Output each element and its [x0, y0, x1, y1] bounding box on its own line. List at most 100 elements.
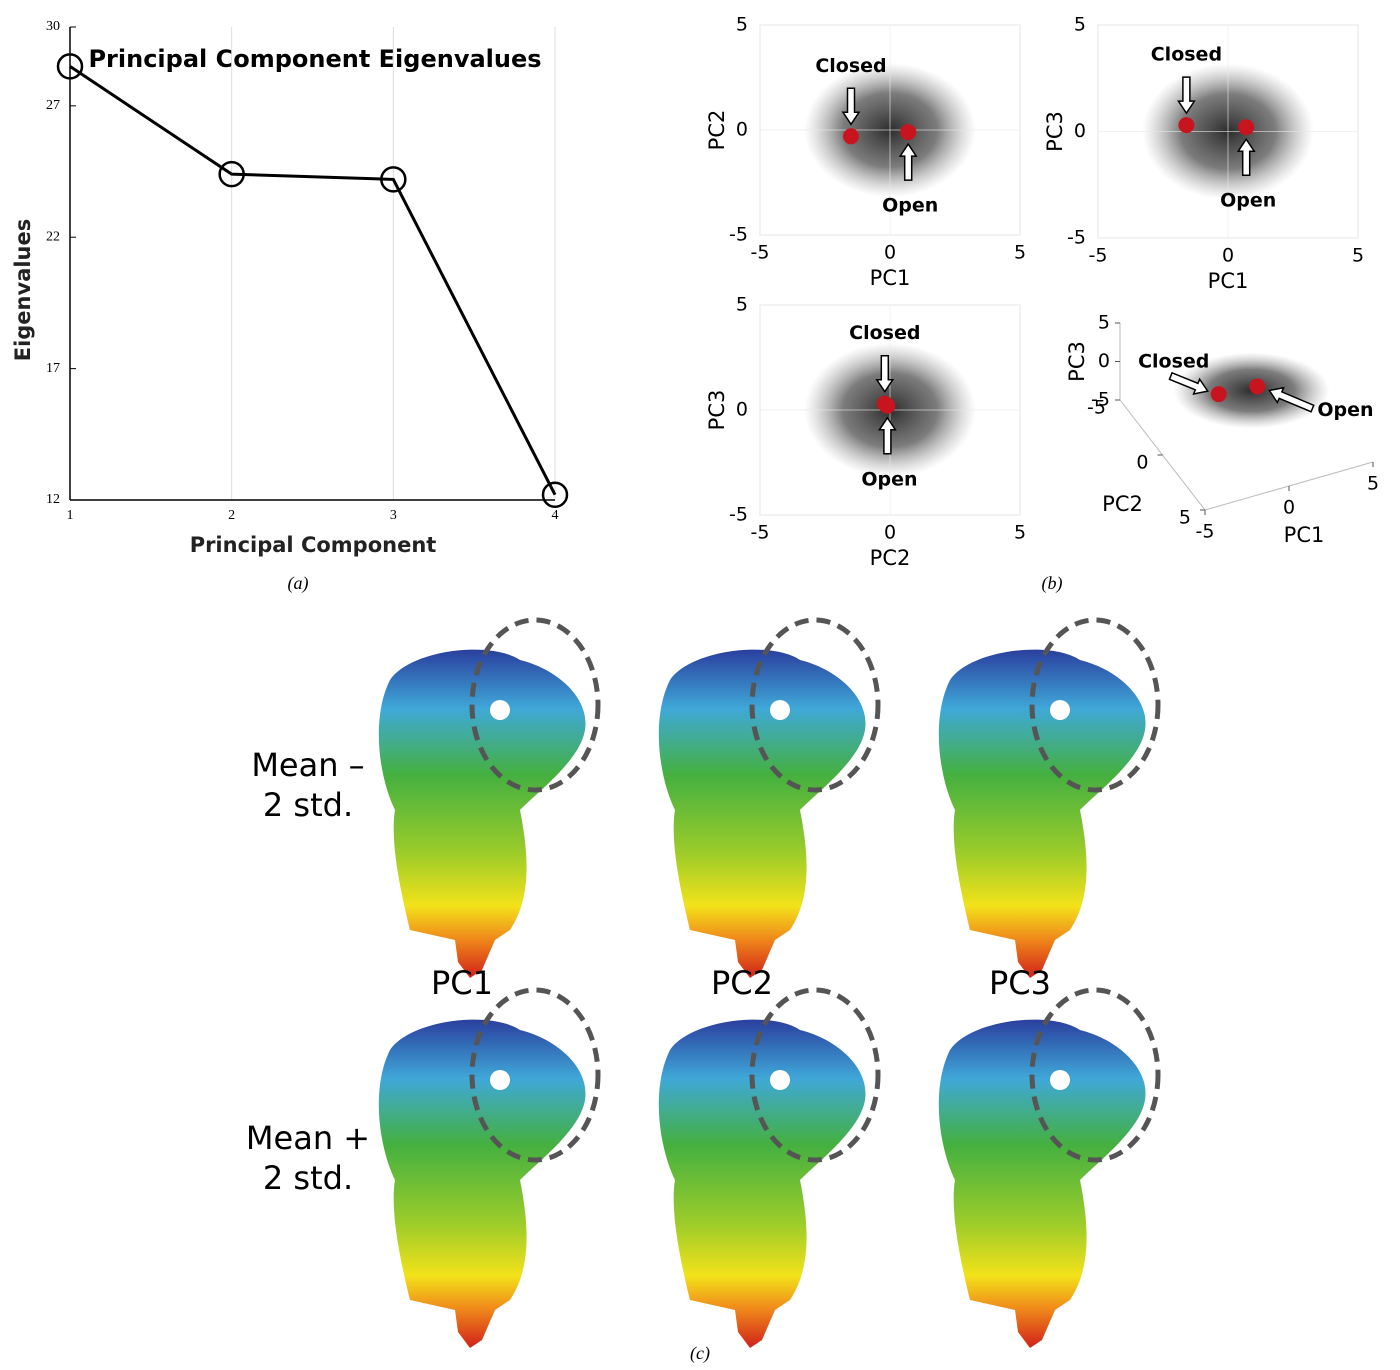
x-tick-label: 3 — [390, 508, 397, 523]
map-surface — [658, 1019, 866, 1348]
map-hole — [490, 700, 510, 720]
y-tick-label: 5 — [1074, 14, 1086, 36]
x-tick-label: 0 — [1283, 497, 1295, 519]
z-tick-label: -5 — [1091, 389, 1110, 411]
map-hole — [1050, 1070, 1070, 1090]
arrow — [877, 416, 897, 455]
density-map — [938, 617, 1161, 978]
arrow — [898, 142, 918, 181]
marker — [56, 53, 84, 80]
point — [1249, 378, 1266, 395]
annotation: Open — [1317, 399, 1373, 421]
y-tick-label: 5 — [736, 294, 748, 316]
row-label: Mean + — [246, 1119, 370, 1157]
arrow — [1176, 76, 1196, 115]
x-tick-label: 4 — [552, 508, 559, 523]
map-surface — [378, 1019, 586, 1348]
annotation: Closed — [815, 55, 886, 77]
y-tick-label: 0 — [1136, 452, 1148, 474]
point — [879, 397, 896, 414]
map-surface — [938, 1019, 1146, 1348]
x-axis-label: PC1 — [1208, 269, 1249, 293]
x-tick-label: 5 — [1014, 522, 1026, 544]
annotation: Closed — [849, 322, 920, 344]
highlight-ellipse — [749, 617, 881, 793]
x-axis-label: PC2 — [870, 546, 911, 570]
y-axis-label: Eigenvalues — [11, 219, 35, 362]
column-label: PC2 — [711, 964, 773, 1002]
highlight-ellipse — [1029, 987, 1161, 1163]
y-tick-label: 5 — [736, 14, 748, 36]
map-surface — [658, 649, 866, 978]
y-axis-label: PC3 — [1043, 111, 1067, 152]
y-tick-label: 0 — [736, 119, 748, 141]
panel-caption: (c) — [690, 1343, 710, 1364]
map-hole — [770, 700, 790, 720]
density-map — [378, 617, 601, 978]
density-map — [378, 987, 601, 1348]
row-label: 2 std. — [263, 1159, 353, 1197]
marker — [541, 481, 569, 508]
x-tick-label: 1 — [67, 508, 74, 523]
line — [69, 65, 557, 496]
y-tick-label: 22 — [46, 229, 60, 244]
z-tick-label: 0 — [1098, 350, 1110, 372]
y-tick-label: 12 — [46, 492, 60, 507]
panel-caption: (a) — [288, 573, 309, 594]
y-tick-label: 0 — [1074, 120, 1086, 142]
column-label: PC1 — [431, 964, 493, 1002]
map-hole — [490, 1070, 510, 1090]
arrow — [1268, 386, 1315, 413]
chart-title: Principal Component Eigenvalues — [88, 45, 541, 73]
map-surface — [938, 649, 1146, 978]
arrow — [841, 87, 861, 126]
density-map — [658, 987, 881, 1348]
y-tick-label: 30 — [46, 19, 60, 34]
panel-caption: (b) — [1042, 573, 1063, 594]
x-axis-label: Principal Component — [190, 533, 437, 557]
x-tick-label: 0 — [884, 242, 896, 264]
y-tick-label: -5 — [729, 224, 748, 246]
annotation: Closed — [1151, 44, 1222, 66]
row-label: 2 std. — [263, 786, 353, 824]
arrow — [1236, 137, 1256, 176]
z-tick-label: 5 — [1098, 312, 1110, 334]
x-tick-label: 5 — [1367, 473, 1379, 495]
x-tick-label: -5 — [751, 522, 770, 544]
highlight-ellipse — [749, 987, 881, 1163]
density-map — [938, 987, 1161, 1348]
y-axis-label: PC2 — [1102, 492, 1143, 516]
y-tick-label: -5 — [729, 504, 748, 526]
annotation: Closed — [1138, 351, 1209, 373]
y-axis-label: PC3 — [705, 390, 729, 431]
annotation: Open — [882, 195, 938, 217]
highlight-ellipse — [469, 617, 601, 793]
point — [1178, 117, 1195, 134]
x-axis-label: PC1 — [1284, 523, 1325, 547]
x-tick-label: -5 — [1089, 245, 1108, 267]
point — [843, 128, 859, 145]
point — [1210, 386, 1227, 403]
annotation: Open — [1220, 190, 1276, 212]
x-tick-label: 0 — [884, 522, 896, 544]
y-tick-label: -5 — [1067, 227, 1086, 249]
arrow — [875, 354, 895, 394]
point — [1238, 119, 1255, 136]
marker — [380, 166, 407, 193]
marker — [218, 160, 245, 188]
map-hole — [770, 1070, 790, 1090]
x-tick-label: 5 — [1352, 245, 1364, 267]
map-surface — [378, 649, 586, 978]
y-tick-label: 0 — [736, 399, 748, 421]
y-axis-label: PC2 — [705, 110, 729, 151]
x-tick-label: -5 — [1196, 521, 1215, 543]
x-tick-label: 2 — [228, 508, 235, 523]
arrow — [1168, 371, 1210, 396]
y-tick-label: 27 — [46, 98, 60, 113]
y-tick-label: 17 — [46, 361, 60, 376]
highlight-ellipse — [469, 987, 601, 1163]
highlight-ellipse — [1029, 617, 1161, 793]
x-tick-label: 0 — [1222, 245, 1234, 267]
column-label: PC3 — [989, 964, 1051, 1002]
